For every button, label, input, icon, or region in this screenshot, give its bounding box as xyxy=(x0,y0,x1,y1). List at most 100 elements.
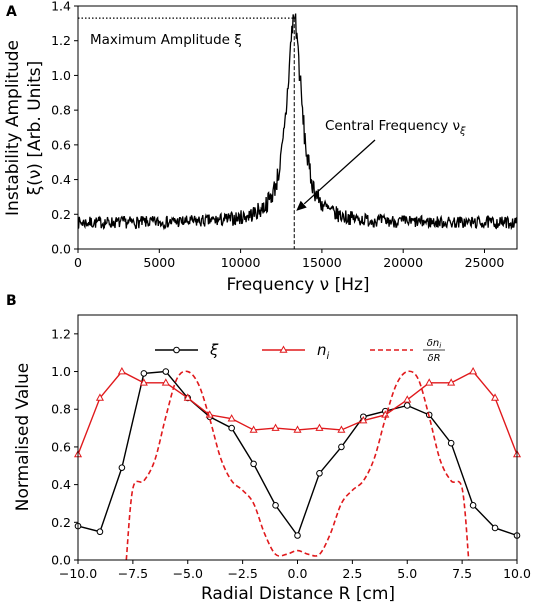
chart-b-point-xi xyxy=(250,460,257,468)
chart-b-x-tick-label: 7.5 xyxy=(452,566,472,581)
chart-b-y-tick-label: 0.4 xyxy=(51,477,71,492)
chart-b-point-xi xyxy=(403,402,411,409)
chart-a-frame xyxy=(77,5,518,250)
chart-b-point-ni xyxy=(95,393,104,401)
chart-a-x-tick-label: 25000 xyxy=(465,255,505,270)
chart-a-y-tick-label: 0.4 xyxy=(51,172,71,187)
chart-a-y-tick-label: 1.4 xyxy=(51,0,71,14)
chart-b-point-ni xyxy=(139,378,148,386)
chart-b-x-ticks: −10.0 −7.5 −5.0 −2.5 0.0 2.5 5.0 7.5 10.0 xyxy=(59,560,531,581)
chart-b-line-xi xyxy=(77,370,518,537)
chart-b-y-axis-label: Normalised Value xyxy=(13,363,33,511)
chart-a: 0 5000 10000 15000 20000 25000 0.00.20.40.60.… xyxy=(3,0,518,295)
chart-b-x-tick-label: −7.5 xyxy=(118,566,148,581)
chart-b-plot xyxy=(73,367,522,560)
chart-b-y-tick-label: 0.2 xyxy=(51,515,71,530)
chart-a-y-tick-label: 0.2 xyxy=(51,207,71,222)
chart-a-x-tick-label: 0 xyxy=(74,255,82,270)
chart-b-point-ni xyxy=(315,423,324,431)
chart-b-point-xi xyxy=(294,532,301,539)
chart-b-y-tick-label: 0.6 xyxy=(51,439,71,454)
chart-b-x-tick-label: −5.0 xyxy=(173,566,203,581)
chart-b-point-xi xyxy=(140,370,148,377)
chart-a-spectrum-line xyxy=(77,13,518,231)
chart-b-point-xi xyxy=(118,464,126,471)
chart-b-frame xyxy=(77,314,518,561)
chart-b-point-xi xyxy=(491,524,499,532)
chart-b-point-xi xyxy=(228,424,235,432)
chart-b-point-xi xyxy=(162,368,170,375)
chart-b-x-tick-label: −10.0 xyxy=(59,566,97,581)
central-frequency-annotation: Central Frequency νξ xyxy=(325,118,466,137)
chart-b-x-tick-label: −2.5 xyxy=(227,566,257,581)
legend-label-ni: ni xyxy=(317,341,330,362)
chart-b-y-tick-label: 1.2 xyxy=(51,326,71,341)
chart-a-x-tick-label: 15000 xyxy=(302,255,342,270)
chart-b-point-ni xyxy=(161,378,170,386)
panel-a-letter: A xyxy=(6,4,17,20)
legend-label-dni-subscript: i xyxy=(439,342,441,350)
chart-b-point-xi xyxy=(338,443,345,451)
chart-b-point-ni xyxy=(249,425,258,433)
chart-b-x-tick-label: 5.0 xyxy=(397,566,417,581)
chart-b-line-dni xyxy=(125,370,470,560)
panel-b-letter: B xyxy=(6,293,17,309)
chart-a-y-tick-label: 0.0 xyxy=(51,242,71,257)
chart-a-y-tick-label: 1.2 xyxy=(51,33,71,48)
chart-b-point-ni xyxy=(469,367,478,375)
chart-b-series-ni xyxy=(73,367,522,458)
max-amplitude-annotation: Maximum Amplitude ξ xyxy=(90,32,242,48)
chart-b-point-xi xyxy=(272,502,279,509)
chart-b-point-xi xyxy=(96,528,104,536)
chart-b-x-tick-label: 10.0 xyxy=(503,566,531,581)
chart-b-point-xi xyxy=(447,439,455,447)
chart-b-point-ni xyxy=(403,395,412,403)
chart-a-y-axis-label-line2: ξ(ν) [Arb. Units] xyxy=(25,61,45,196)
chart-a-x-axis-label: Frequency ν [Hz] xyxy=(226,275,369,295)
chart-b-point-ni xyxy=(293,425,302,433)
chart-b-point-ni xyxy=(117,367,126,375)
chart-b-x-tick-label: 2.5 xyxy=(342,566,362,581)
chart-b: −10.0 −7.5 −5.0 −2.5 0.0 2.5 5.0 7.5 10.0 0.0 0.2… xyxy=(13,314,531,604)
chart-a-annotation-arrow xyxy=(303,139,376,205)
legend-label-dni-numerator: δni xyxy=(427,338,441,350)
chart-a-y-tick-label: 0.8 xyxy=(51,103,71,118)
chart-b-point-xi xyxy=(469,502,477,509)
chart-b-y-tick-label: 0.0 xyxy=(51,553,71,568)
legend-label-xi: ξ xyxy=(209,341,219,359)
chart-a-y-ticks: 0.0 0.2 0.4 0.6 0.8 1.0 1.2 1.4 xyxy=(51,0,78,257)
chart-b-x-tick-label: 0.0 xyxy=(288,566,308,581)
chart-a-x-tick-label: 10000 xyxy=(221,255,261,270)
chart-b-point-xi xyxy=(316,470,323,477)
central-frequency-subscript: ξ xyxy=(459,126,466,137)
chart-a-annotation-arrowhead xyxy=(296,200,307,211)
legend-label-dni-denominator: δR xyxy=(427,353,440,364)
chart-a-y-tick-label: 1.0 xyxy=(51,68,71,83)
chart-b-point-ni xyxy=(337,425,346,433)
central-frequency-label: Central Frequency ν xyxy=(325,118,460,134)
chart-b-point-ni xyxy=(271,423,280,431)
legend-marker-xi xyxy=(173,346,180,354)
chart-b-y-ticks: 0.0 0.2 0.4 0.6 0.8 1.0 1.2 xyxy=(51,326,78,568)
chart-a-x-tick-label: 20000 xyxy=(383,255,423,270)
chart-b-point-ni xyxy=(425,378,434,386)
chart-b-point-ni xyxy=(359,416,368,424)
chart-b-legend: ξ ni δni δR xyxy=(155,338,445,364)
legend-label-ni-subscript: i xyxy=(327,351,330,362)
chart-b-y-tick-label: 1.0 xyxy=(51,364,71,379)
chart-a-plot xyxy=(77,13,518,249)
chart-b-x-axis-label: Radial Distance R [cm] xyxy=(201,584,395,604)
chart-b-point-ni xyxy=(447,378,456,386)
chart-a-y-axis-label-line1: Instability Amplitude xyxy=(3,40,23,216)
chart-a-y-tick-label: 0.6 xyxy=(51,137,71,152)
chart-b-series-dni xyxy=(125,370,470,560)
chart-a-x-ticks: 0 5000 10000 15000 20000 25000 xyxy=(74,249,504,270)
chart-b-y-tick-label: 0.8 xyxy=(51,402,71,417)
legend-marker-ni xyxy=(279,345,288,353)
chart-a-x-tick-label: 5000 xyxy=(143,255,175,270)
chart-b-point-ni xyxy=(491,393,500,401)
chart-b-series-xi xyxy=(74,368,521,539)
chart-b-point-ni xyxy=(227,414,236,422)
chart-b-point-ni xyxy=(183,393,192,401)
